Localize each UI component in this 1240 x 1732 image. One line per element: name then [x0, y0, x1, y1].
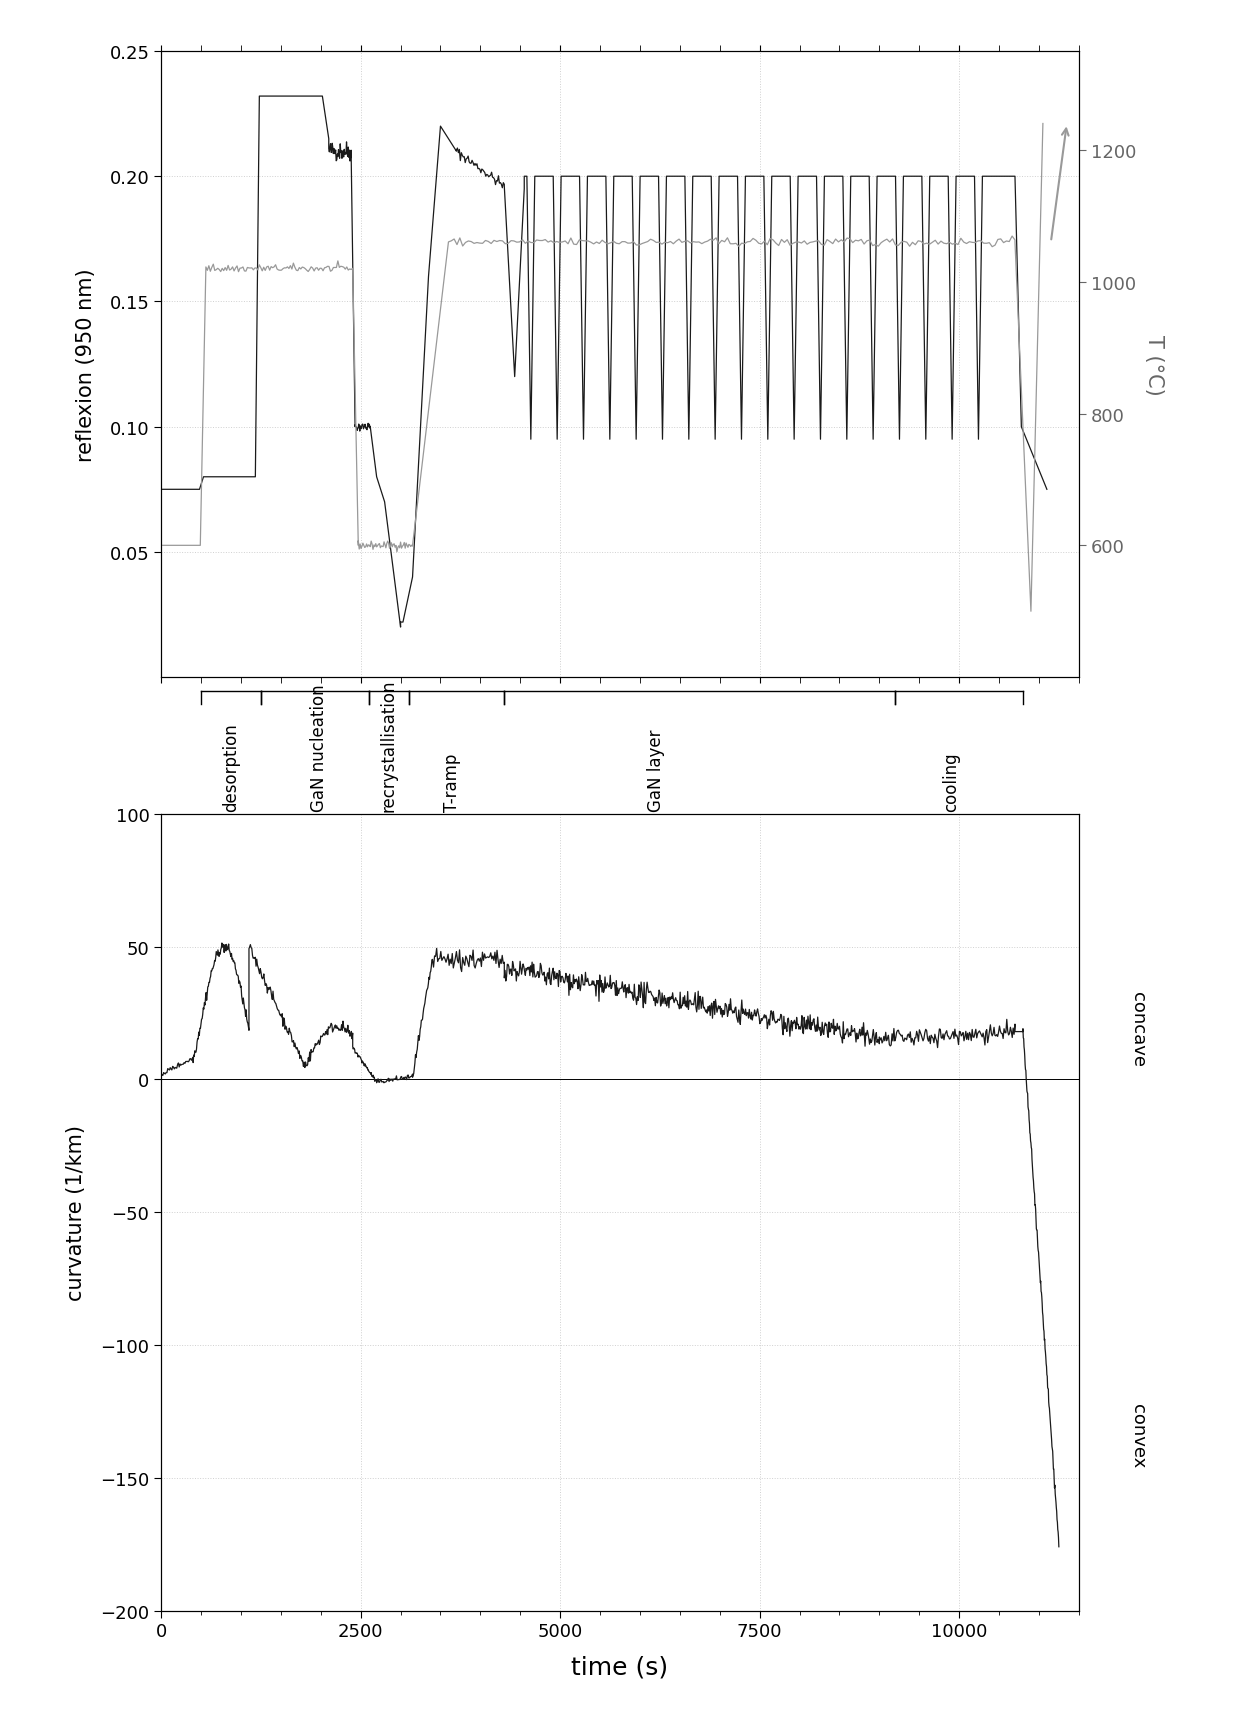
Text: desorption: desorption [222, 722, 241, 812]
Text: cooling: cooling [942, 752, 960, 812]
Text: convex: convex [1130, 1403, 1147, 1467]
Y-axis label: curvature (1/km): curvature (1/km) [66, 1124, 87, 1301]
Text: concave: concave [1130, 992, 1147, 1067]
Text: recrystallisation: recrystallisation [379, 679, 398, 812]
Y-axis label: T (°C): T (°C) [1143, 334, 1164, 395]
Text: T-ramp: T-ramp [444, 753, 461, 812]
X-axis label: time (s): time (s) [572, 1654, 668, 1678]
Text: GaN nucleation: GaN nucleation [310, 684, 327, 812]
Text: GaN layer: GaN layer [647, 729, 665, 812]
Y-axis label: reflexion (950 nm): reflexion (950 nm) [76, 268, 95, 462]
